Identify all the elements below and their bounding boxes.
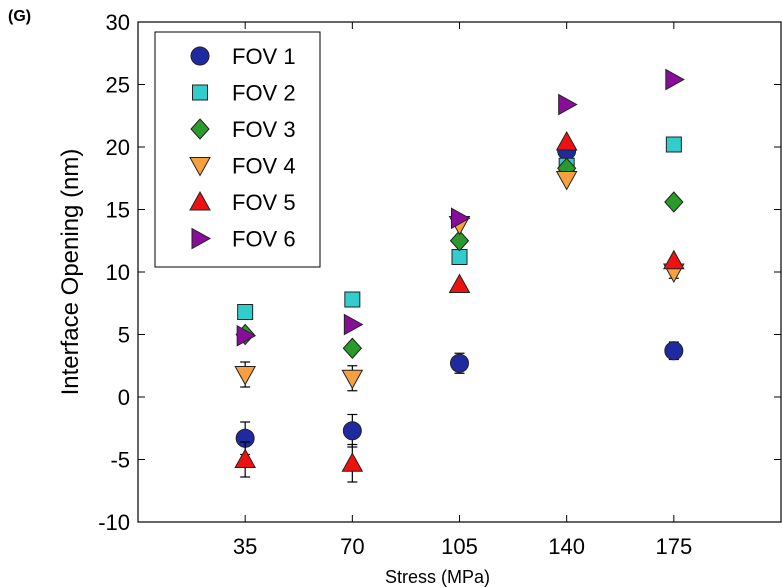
legend-item: FOV 5 <box>189 190 296 215</box>
legend-label: FOV 1 <box>232 44 296 69</box>
series-5 <box>234 130 685 483</box>
data-point <box>665 68 685 91</box>
x-tick-label: 35 <box>233 534 257 559</box>
legend-label: FOV 3 <box>232 117 296 142</box>
x-tick-label: 105 <box>441 534 478 559</box>
y-tick-label: 10 <box>106 260 130 285</box>
legend-marker <box>191 227 212 250</box>
y-tick-label: -5 <box>110 448 130 473</box>
data-point <box>341 452 364 472</box>
data-point <box>449 230 470 252</box>
data-point <box>558 93 578 116</box>
data-point <box>555 130 578 151</box>
legend-marker <box>190 46 210 66</box>
data-point <box>451 207 471 230</box>
legend-marker <box>192 84 208 101</box>
y-tick-label: 15 <box>106 198 130 223</box>
legend-item: FOV 6 <box>191 227 296 252</box>
data-point <box>664 191 684 213</box>
legend-item: FOV 4 <box>189 154 296 179</box>
data-series <box>234 68 685 483</box>
y-axis: -10 -5 0 5 10 15 20 25 30 <box>98 10 781 535</box>
series-2 <box>237 136 682 320</box>
y-tick-label: 30 <box>106 10 130 35</box>
data-point <box>342 421 362 441</box>
legend: FOV 1 FOV 2 FOV 3 FOV 4 FOV 5 FOV 6 <box>154 31 321 268</box>
data-point <box>555 171 578 191</box>
y-tick-label: 5 <box>118 323 130 348</box>
y-tick-label: -10 <box>98 510 130 535</box>
data-point <box>664 341 684 361</box>
data-point <box>662 249 685 270</box>
y-axis-title: Interface Opening (nm) <box>57 149 84 396</box>
data-point <box>234 448 257 468</box>
y-tick-label: 20 <box>106 135 130 160</box>
data-point <box>343 313 364 336</box>
legend-item: FOV 1 <box>190 44 296 69</box>
legend-label: FOV 5 <box>232 190 296 215</box>
legend-label: FOV 6 <box>232 227 296 252</box>
data-point <box>344 291 361 308</box>
x-tick-label: 140 <box>548 534 585 559</box>
data-point <box>236 324 257 347</box>
x-tick-label: 70 <box>340 534 364 559</box>
legend-marker <box>189 157 211 177</box>
y-tick-label: 0 <box>118 385 130 410</box>
y-tick-label: 25 <box>106 73 130 98</box>
legend-item: FOV 3 <box>190 117 296 142</box>
x-tick-label: 175 <box>655 534 692 559</box>
legend-marker <box>189 190 211 211</box>
legend-marker <box>190 118 210 140</box>
x-axis: 35 70 105 140 175 <box>233 22 692 559</box>
legend-item: FOV 2 <box>192 81 296 106</box>
data-point <box>234 366 257 386</box>
data-point <box>451 249 468 265</box>
data-point <box>237 304 254 320</box>
data-point <box>450 353 469 373</box>
data-point <box>665 136 682 153</box>
legend-label: FOV 2 <box>232 81 296 106</box>
panel-label: (G) <box>8 8 32 25</box>
legend-label: FOV 4 <box>232 154 296 179</box>
data-point <box>448 273 471 293</box>
x-axis-title: Stress (MPa) <box>385 567 490 587</box>
data-point <box>342 337 363 359</box>
legend-box <box>154 31 321 268</box>
data-point <box>341 369 364 390</box>
series-6 <box>236 68 685 347</box>
